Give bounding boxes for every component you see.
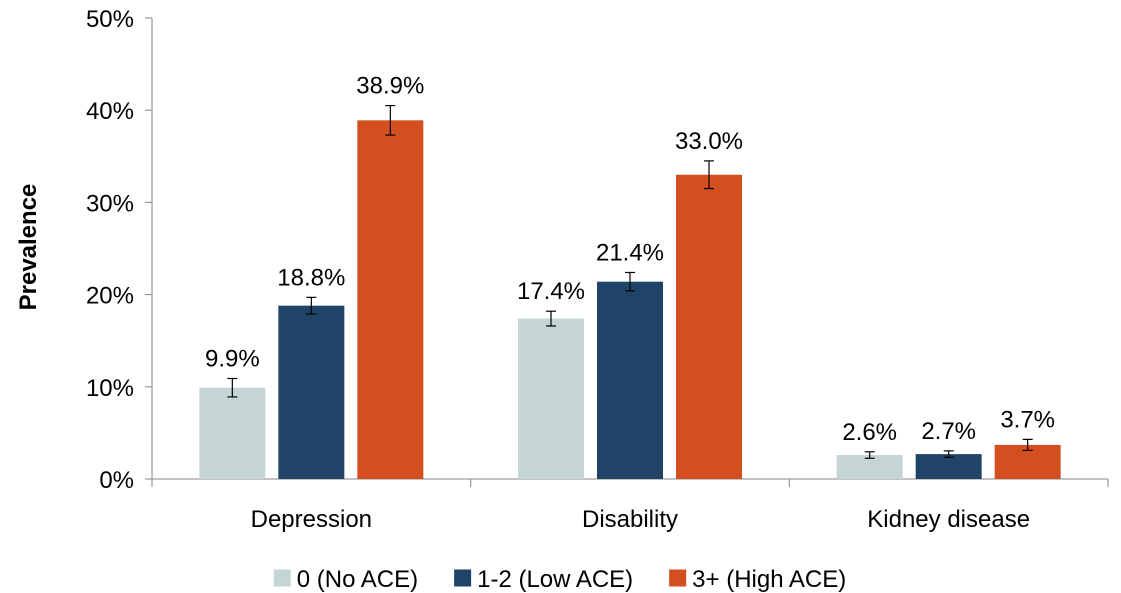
- bar: [199, 387, 266, 479]
- legend-item: 0 (No ACE): [273, 566, 418, 593]
- bar: [518, 318, 584, 479]
- y-tick-label: 10%: [86, 375, 134, 402]
- y-tick-label: 0%: [99, 467, 134, 494]
- data-label: 2.7%: [921, 418, 976, 445]
- y-tick-label: 50%: [86, 6, 134, 33]
- legend-label: 0 (No ACE): [297, 566, 418, 593]
- error-bar: [227, 377, 238, 398]
- error-bar: [704, 160, 714, 190]
- legend: 0 (No ACE) 1-2 (Low ACE) 3+ (High ACE): [273, 566, 846, 593]
- y-tick-label: 30%: [86, 190, 134, 217]
- data-label: 3.7%: [1000, 406, 1055, 433]
- data-label: 17.4%: [517, 278, 585, 305]
- legend-item: 3+ (High ACE): [669, 566, 846, 593]
- x-tick-label: Depression: [251, 506, 372, 533]
- data-label: 18.8%: [277, 264, 345, 291]
- data-label: 21.4%: [596, 239, 664, 266]
- bar: [836, 455, 903, 479]
- y-axis: 0% 10% 20% 30% 40% 50%: [86, 6, 153, 494]
- error-bar: [546, 310, 556, 327]
- data-label: 2.6%: [842, 419, 897, 446]
- legend-swatch: [273, 569, 291, 587]
- bar: [676, 174, 742, 480]
- bar: [597, 281, 663, 479]
- error-bar: [625, 271, 635, 292]
- data-label: 38.9%: [356, 73, 424, 100]
- legend-item: 1-2 (Low ACE): [454, 566, 633, 593]
- x-axis: Depression Disability Kidney disease: [151, 478, 1109, 533]
- bar: [357, 120, 424, 479]
- legend-label: 3+ (High ACE): [692, 566, 846, 593]
- bar: [915, 454, 982, 479]
- bar: [278, 305, 345, 479]
- bars: 9.9% 18.8% 38.9% 17.4% 21.4% 33.0% 2.6% 2.7% 3.7…: [199, 73, 1061, 480]
- y-tick-label: 40%: [86, 98, 134, 125]
- legend-swatch: [454, 569, 472, 587]
- y-tick-label: 20%: [86, 283, 134, 310]
- error-bar: [943, 450, 954, 458]
- error-bar: [1022, 438, 1033, 452]
- data-label: 33.0%: [675, 128, 743, 155]
- x-tick-label: Disability: [582, 506, 678, 533]
- y-axis-title: Prevalence: [15, 184, 42, 311]
- error-bar: [306, 296, 317, 315]
- legend-swatch: [669, 569, 687, 587]
- error-bar: [864, 451, 875, 459]
- data-label: 9.9%: [205, 346, 260, 373]
- legend-label: 1-2 (Low ACE): [477, 566, 633, 593]
- error-bar: [385, 104, 396, 136]
- x-tick-label: Kidney disease: [867, 506, 1030, 533]
